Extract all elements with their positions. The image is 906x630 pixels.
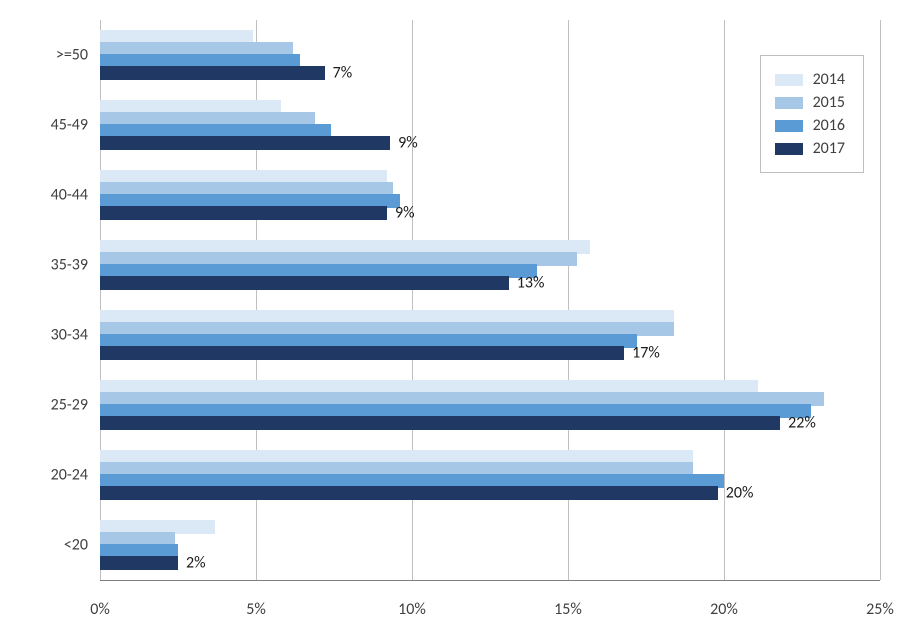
bar bbox=[100, 556, 178, 570]
y-category-label: 45-49 bbox=[0, 116, 88, 135]
data-label: 20% bbox=[726, 484, 754, 503]
bar bbox=[100, 346, 624, 360]
data-label: 2% bbox=[186, 554, 206, 573]
legend-label: 2014 bbox=[813, 70, 845, 89]
data-label: 9% bbox=[398, 134, 418, 153]
legend-swatch bbox=[775, 143, 803, 155]
y-category-label: >=50 bbox=[0, 46, 88, 65]
legend-item: 2014 bbox=[775, 70, 845, 89]
gridline bbox=[880, 20, 881, 580]
x-axis-line bbox=[100, 580, 880, 581]
data-label: 13% bbox=[517, 274, 545, 293]
y-category-label: 25-29 bbox=[0, 396, 88, 415]
data-label: 7% bbox=[333, 64, 353, 83]
bar bbox=[100, 136, 390, 150]
x-tick-label: 10% bbox=[398, 600, 426, 619]
data-label: 9% bbox=[395, 204, 415, 223]
y-category-label: 40-44 bbox=[0, 186, 88, 205]
x-tick-label: 5% bbox=[246, 600, 266, 619]
bar bbox=[100, 66, 325, 80]
legend-swatch bbox=[775, 74, 803, 86]
y-category-label: 20-24 bbox=[0, 466, 88, 485]
x-tick-label: 25% bbox=[866, 600, 894, 619]
bar bbox=[100, 486, 718, 500]
chart-container: 7% 9% 9% 13% 17% 22% 20% 2% >=50 45-49 40-44 35-39… bbox=[0, 0, 906, 630]
legend-label: 2015 bbox=[813, 93, 845, 112]
legend-swatch bbox=[775, 97, 803, 109]
y-category-label: <20 bbox=[0, 536, 88, 555]
legend-item: 2017 bbox=[775, 139, 845, 158]
x-tick-label: 20% bbox=[710, 600, 738, 619]
data-label: 22% bbox=[788, 414, 816, 433]
legend: 2014 2015 2016 2017 bbox=[760, 55, 864, 173]
legend-label: 2016 bbox=[813, 116, 845, 135]
data-label: 17% bbox=[632, 344, 660, 363]
y-category-label: 30-34 bbox=[0, 326, 88, 345]
bar bbox=[100, 416, 780, 430]
x-tick-label: 0% bbox=[90, 600, 110, 619]
legend-item: 2016 bbox=[775, 116, 845, 135]
legend-label: 2017 bbox=[813, 139, 845, 158]
x-tick-label: 15% bbox=[554, 600, 582, 619]
legend-swatch bbox=[775, 120, 803, 132]
y-category-label: 35-39 bbox=[0, 256, 88, 275]
bar bbox=[100, 206, 387, 220]
bar bbox=[100, 276, 509, 290]
legend-item: 2015 bbox=[775, 93, 845, 112]
